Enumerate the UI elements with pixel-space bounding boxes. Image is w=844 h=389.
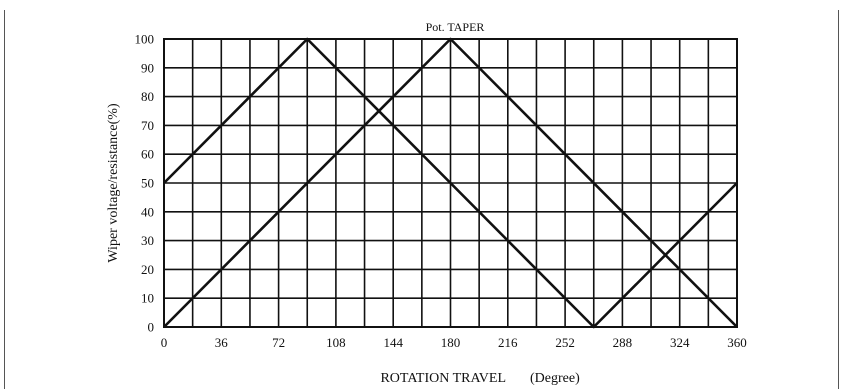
y-tick-label: 20 [141,262,154,277]
chart-title: Pot. TAPER [426,20,485,34]
x-axis-unit: (Degree) [530,371,580,386]
x-tick-label: 252 [555,335,575,350]
y-tick-labels: 0 10 20 30 40 50 60 70 80 90 100 [135,32,155,335]
frame-left-border [4,10,5,389]
y-tick-label: 40 [141,204,154,219]
x-tick-labels: 0 36 72 108 144 180 216 252 288 324 360 [161,335,747,350]
y-axis-label: Wiper voltage/resistance(%) [106,103,121,263]
y-tick-label: 10 [141,291,154,306]
x-tick-label: 0 [161,335,168,350]
y-tick-label: 80 [141,89,154,104]
x-tick-label: 144 [383,335,403,350]
series-line-2 [163,37,738,328]
frame-right-border [838,10,839,389]
x-tick-label: 72 [272,335,285,350]
x-tick-label: 324 [670,335,690,350]
x-tick-label: 36 [215,335,229,350]
x-axis-label: ROTATION TRAVEL [380,371,506,386]
series-group [163,37,738,329]
x-tick-label: 180 [441,335,461,350]
y-tick-label: 30 [141,233,154,248]
y-tick-label: 70 [141,118,154,133]
y-tick-label: 90 [141,60,154,75]
x-tick-label: 288 [613,335,633,350]
x-tick-label: 216 [498,335,518,350]
y-tick-label: 60 [141,147,154,162]
y-tick-label: 100 [135,32,155,47]
y-tick-label: 50 [141,176,154,191]
y-tick-label: 0 [148,320,155,335]
x-tick-label: 360 [727,335,747,350]
x-tick-label: 108 [326,335,346,350]
